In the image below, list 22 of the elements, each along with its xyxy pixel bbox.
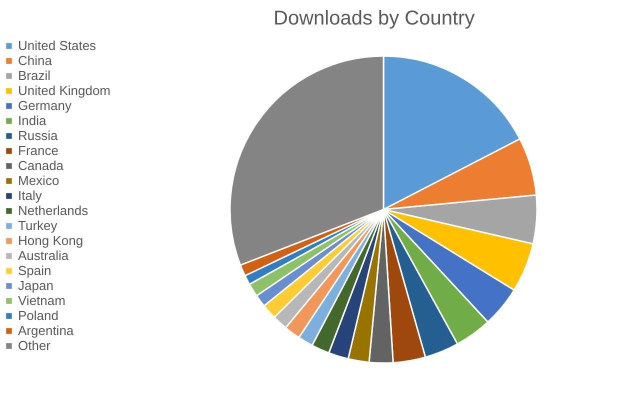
legend-label: China	[18, 53, 52, 68]
legend-label: Hong Kong	[18, 233, 84, 248]
legend-label: Germany	[18, 98, 72, 113]
legend-label: France	[18, 143, 58, 158]
legend-label: Argentina	[18, 323, 74, 338]
legend-label: Russia	[18, 128, 58, 143]
legend-label: Canada	[18, 158, 64, 173]
legend-label: United States	[18, 38, 96, 53]
legend-label: Vietnam	[18, 293, 66, 308]
legend-label: Australia	[18, 248, 69, 263]
legend-label: Spain	[18, 263, 52, 278]
legend-label: Japan	[18, 278, 54, 293]
chart-title: Downloads by Country	[274, 8, 475, 30]
legend-label: Brazil	[18, 68, 51, 83]
legend-label: Mexico	[18, 173, 60, 188]
legend-label: Italy	[18, 188, 42, 203]
legend-label: Netherlands	[18, 203, 88, 218]
legend-label: Turkey	[18, 218, 58, 233]
legend-label: United Kingdom	[18, 83, 110, 98]
legend-label: India	[18, 113, 46, 128]
legend-label: Poland	[18, 308, 58, 323]
legend-label: Other	[18, 338, 51, 353]
